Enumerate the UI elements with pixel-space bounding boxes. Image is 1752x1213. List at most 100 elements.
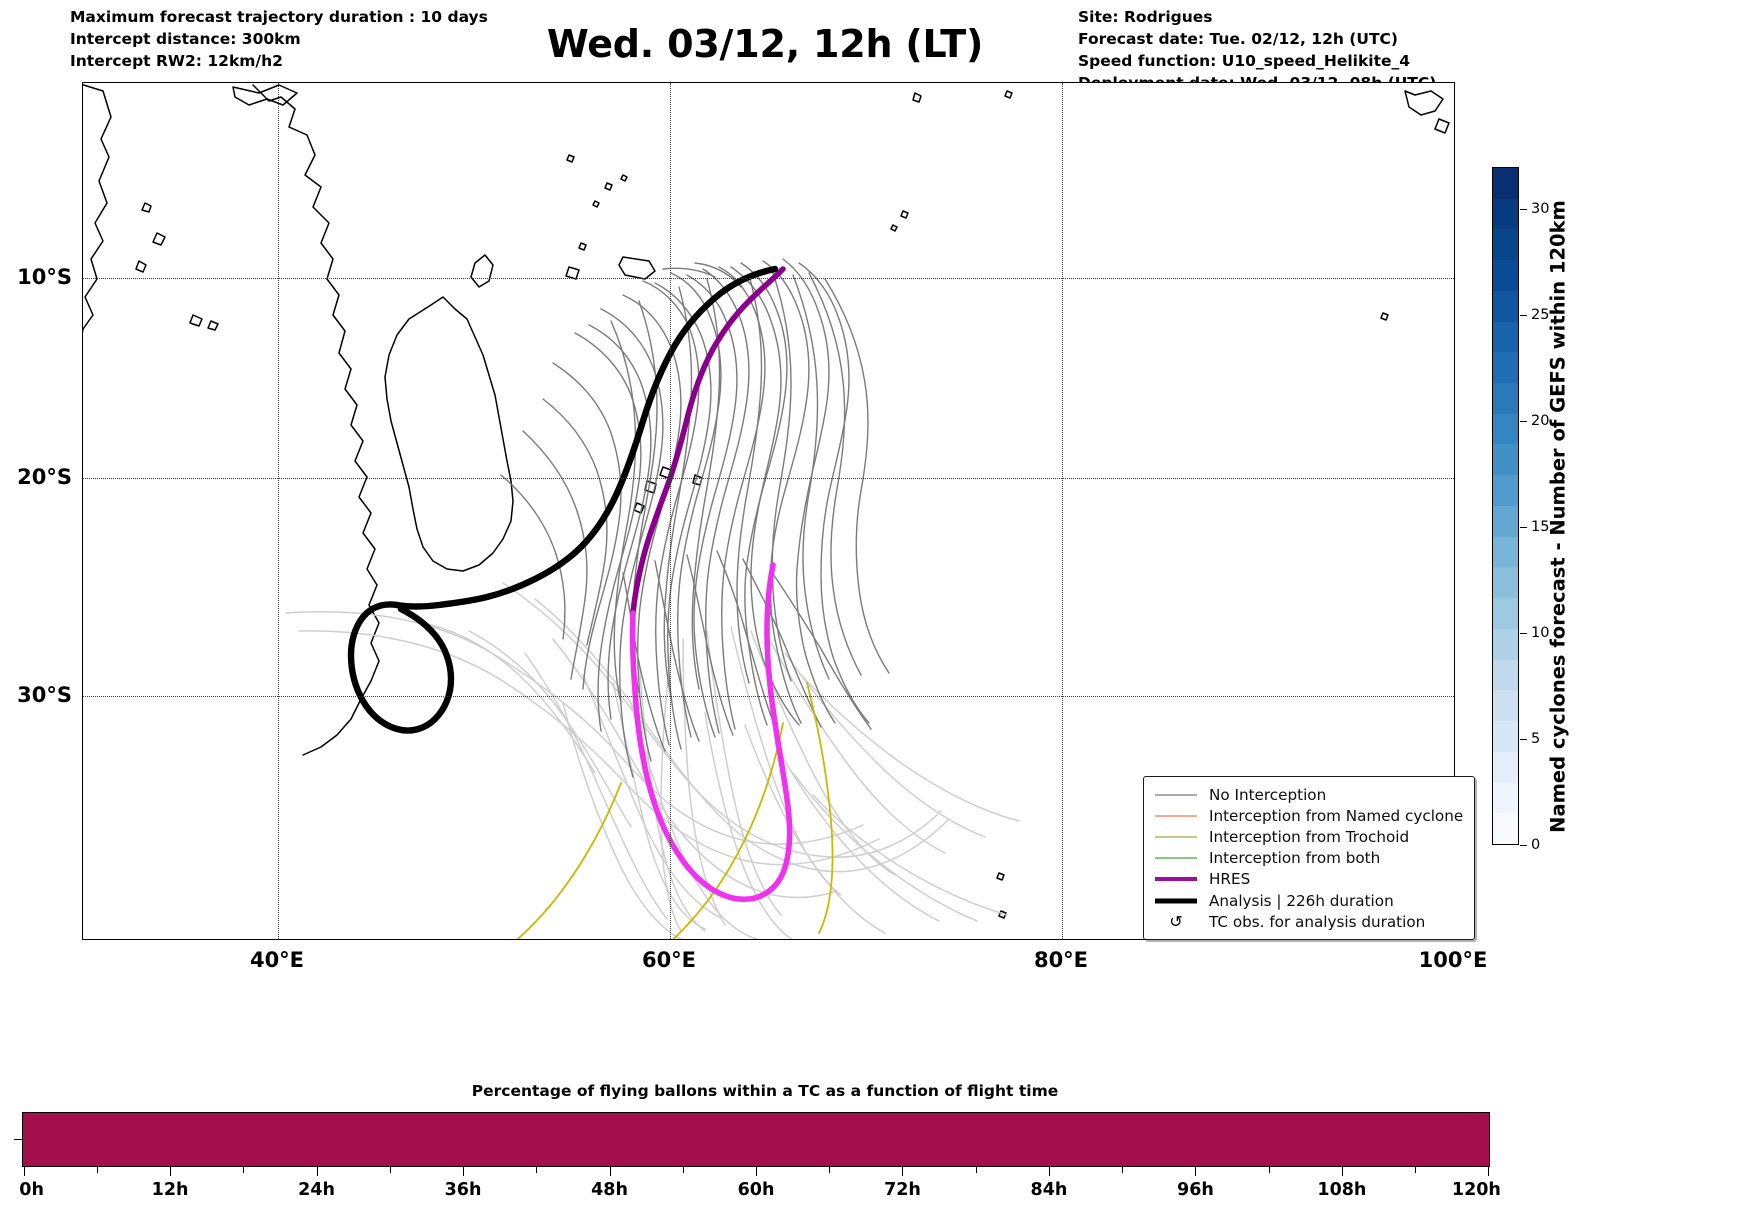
percentage-bar-minor-tick	[1122, 1167, 1124, 1173]
percentage-bar-minor-tick	[243, 1167, 245, 1173]
legend-line-swatch-no-interception	[1153, 788, 1199, 802]
percentage-bar-tick	[316, 1167, 318, 1176]
percentage-bar-tick-label: 96h	[1177, 1180, 1214, 1200]
percentage-bar-tick	[609, 1167, 611, 1176]
colorbar-segment	[1493, 536, 1518, 568]
xtick-label-40E: 40°E	[249, 948, 305, 972]
header-right-block: Site: Rodrigues Forecast date: Tue. 02/1…	[1078, 6, 1436, 94]
legend-label-tc-obs: TC obs. for analysis duration	[1209, 912, 1426, 931]
site-line: Site: Rodrigues	[1078, 8, 1213, 26]
percentage-bar-minor-tick	[536, 1167, 538, 1173]
xtick-label-100E: 100°E	[1418, 948, 1488, 972]
percentage-bar-tick-label: 84h	[1030, 1180, 1068, 1200]
colorbar-segment	[1493, 260, 1518, 291]
legend-item-no-interception[interactable]: No Interception	[1153, 784, 1464, 805]
legend-line-swatch-trochoid	[1153, 830, 1199, 844]
legend-item-named-cyclone[interactable]: Interception from Named cyclone	[1153, 805, 1464, 826]
forecast-date-line: Forecast date: Tue. 02/12, 12h (UTC)	[1078, 30, 1399, 48]
percentage-bar-tick-label: 48h	[591, 1180, 628, 1200]
hres-track	[629, 266, 793, 902]
legend-label-hres: HRES	[1209, 870, 1251, 889]
percentage-bar-tick-label: 120h	[1451, 1180, 1501, 1200]
colorbar-tick-0: 0	[1520, 837, 1540, 853]
percentage-bar-tick	[1488, 1167, 1490, 1176]
percentage-bar-minor-tick	[682, 1167, 684, 1173]
percentage-bar-tick-label: 12h	[151, 1180, 189, 1200]
percentage-bar-fill	[23, 1113, 1489, 1166]
colorbar-tick-30: 30	[1520, 201, 1549, 217]
percentage-bar-tick	[170, 1167, 172, 1176]
legend-line-swatch-named-cyclone	[1153, 809, 1199, 823]
page-title: Wed. 03/12, 12h (LT)	[546, 22, 984, 66]
ytick-label-10S: 10°S	[17, 265, 72, 289]
colorbar-segment	[1493, 167, 1518, 199]
percentage-bar-tick	[902, 1167, 904, 1176]
percentage-bar-tick-label: 72h	[884, 1180, 921, 1200]
percentage-bar-tick	[1341, 1167, 1343, 1176]
ensemble-tracks-light	[285, 582, 1020, 939]
colorbar-segment	[1493, 505, 1518, 537]
percentage-bar-tick	[23, 1167, 25, 1176]
map-legend[interactable]: No Interception Interception from Named …	[1143, 776, 1475, 941]
colorbar-segment	[1493, 475, 1518, 506]
legend-label-no-interception: No Interception	[1209, 785, 1327, 804]
colorbar-segment	[1493, 321, 1518, 353]
legend-item-tc-obs[interactable]: ↺ TC obs. for analysis duration	[1153, 911, 1464, 932]
trochoid-interception-tracks	[516, 682, 834, 939]
colorbar[interactable]	[1492, 167, 1519, 845]
colorbar-segment	[1493, 567, 1518, 599]
legend-item-hres[interactable]: HRES	[1153, 869, 1464, 890]
colorbar-segment	[1493, 690, 1518, 722]
colorbar-tick-10: 10	[1520, 625, 1549, 641]
colorbar-segment	[1493, 598, 1518, 629]
legend-label-both: Interception from both	[1209, 849, 1381, 868]
colorbar-container[interactable]: 30 25 20 15 10 5 0	[1492, 167, 1549, 853]
header-left-line-1: Maximum forecast trajectory duration : 1…	[70, 8, 488, 26]
legend-line-swatch-both	[1153, 851, 1199, 865]
colorbar-segment	[1493, 444, 1518, 476]
xtick-label-80E: 80°E	[1033, 948, 1089, 972]
percentage-bar-minor-tick	[975, 1167, 977, 1173]
percentage-bar-minor-tick	[389, 1167, 391, 1173]
ytick-label-30S: 30°S	[17, 683, 72, 707]
colorbar-segment	[1493, 782, 1518, 814]
legend-item-trochoid[interactable]: Interception from Trochoid	[1153, 826, 1464, 847]
colorbar-tick-5: 5	[1520, 731, 1540, 747]
percentage-bar-tick	[463, 1167, 465, 1176]
legend-label-named-cyclone: Interception from Named cyclone	[1209, 806, 1464, 825]
speed-function-line: Speed function: U10_speed_Helikite_4	[1078, 52, 1411, 70]
bottom-bar-title: Percentage of flying ballons within a TC…	[471, 1082, 1059, 1100]
cyclone-icon: ↺	[1169, 911, 1183, 931]
percentage-bar-tick-label: 0h	[19, 1180, 44, 1200]
percentage-bar-tick-label: 36h	[444, 1180, 482, 1200]
legend-item-both[interactable]: Interception from both	[1153, 848, 1464, 869]
legend-item-analysis[interactable]: Analysis | 226h duration	[1153, 890, 1464, 911]
percentage-bar-tick-label: 24h	[298, 1180, 335, 1200]
percentage-bar-minor-tick	[829, 1167, 831, 1173]
colorbar-segment	[1493, 659, 1518, 691]
colorbar-segment	[1493, 198, 1518, 230]
percentage-bar-tick	[756, 1167, 757, 1176]
legend-label-trochoid: Interception from Trochoid	[1209, 827, 1410, 846]
colorbar-segment	[1493, 229, 1518, 261]
percentage-bar-axes[interactable]	[22, 1112, 1490, 1167]
colorbar-axis-label: Named cyclones forecast - Number of GEFS…	[1546, 200, 1570, 833]
percentage-bar-ytick	[14, 1139, 23, 1140]
percentage-bar-minor-tick	[1268, 1167, 1270, 1173]
percentage-bar-minor-tick	[96, 1167, 98, 1173]
colorbar-segment	[1493, 751, 1518, 783]
map-canvas	[83, 84, 1450, 939]
colorbar-segment	[1493, 721, 1518, 752]
percentage-bar-tick	[1048, 1167, 1050, 1176]
legend-line-swatch-analysis	[1153, 894, 1199, 908]
header-left-block: Maximum forecast trajectory duration : 1…	[70, 6, 488, 72]
legend-label-analysis: Analysis | 226h duration	[1209, 891, 1394, 910]
ytick-label-20S: 20°S	[17, 465, 72, 489]
percentage-bar-minor-tick	[1415, 1167, 1417, 1173]
percentage-bar-tick	[1195, 1167, 1197, 1176]
colorbar-segment	[1493, 352, 1518, 383]
percentage-bar-tick-label: 60h	[737, 1180, 775, 1200]
colorbar-segment	[1493, 290, 1518, 322]
percentage-bar-tick-label: 108h	[1317, 1180, 1367, 1200]
xtick-label-60E: 60°E	[641, 948, 697, 972]
